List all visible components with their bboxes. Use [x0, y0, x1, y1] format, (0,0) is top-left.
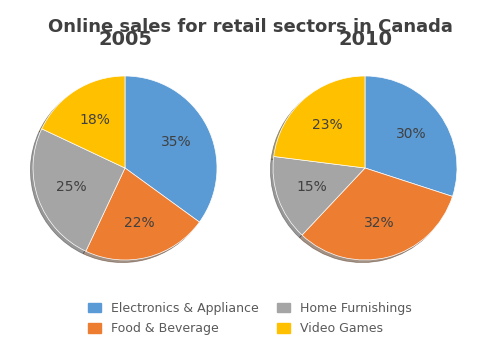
Text: 18%: 18%	[79, 113, 110, 127]
Text: 35%: 35%	[160, 135, 191, 149]
Text: 25%: 25%	[56, 180, 86, 194]
Wedge shape	[33, 129, 125, 251]
Wedge shape	[365, 76, 457, 196]
Text: 32%: 32%	[364, 216, 394, 230]
Title: 2010: 2010	[338, 30, 392, 49]
Wedge shape	[273, 156, 365, 235]
Legend: Electronics & Appliance, Food & Beverage, Home Furnishings, Video Games: Electronics & Appliance, Food & Beverage…	[84, 297, 416, 340]
Text: 22%: 22%	[124, 216, 154, 230]
Text: Online sales for retail sectors in Canada: Online sales for retail sectors in Canad…	[48, 18, 452, 35]
Text: 23%: 23%	[312, 118, 342, 132]
Text: 15%: 15%	[296, 180, 326, 194]
Wedge shape	[42, 76, 125, 168]
Text: 30%: 30%	[396, 127, 426, 141]
Wedge shape	[125, 76, 217, 222]
Wedge shape	[302, 168, 452, 260]
Wedge shape	[274, 76, 365, 168]
Wedge shape	[86, 168, 200, 260]
Title: 2005: 2005	[98, 30, 152, 49]
